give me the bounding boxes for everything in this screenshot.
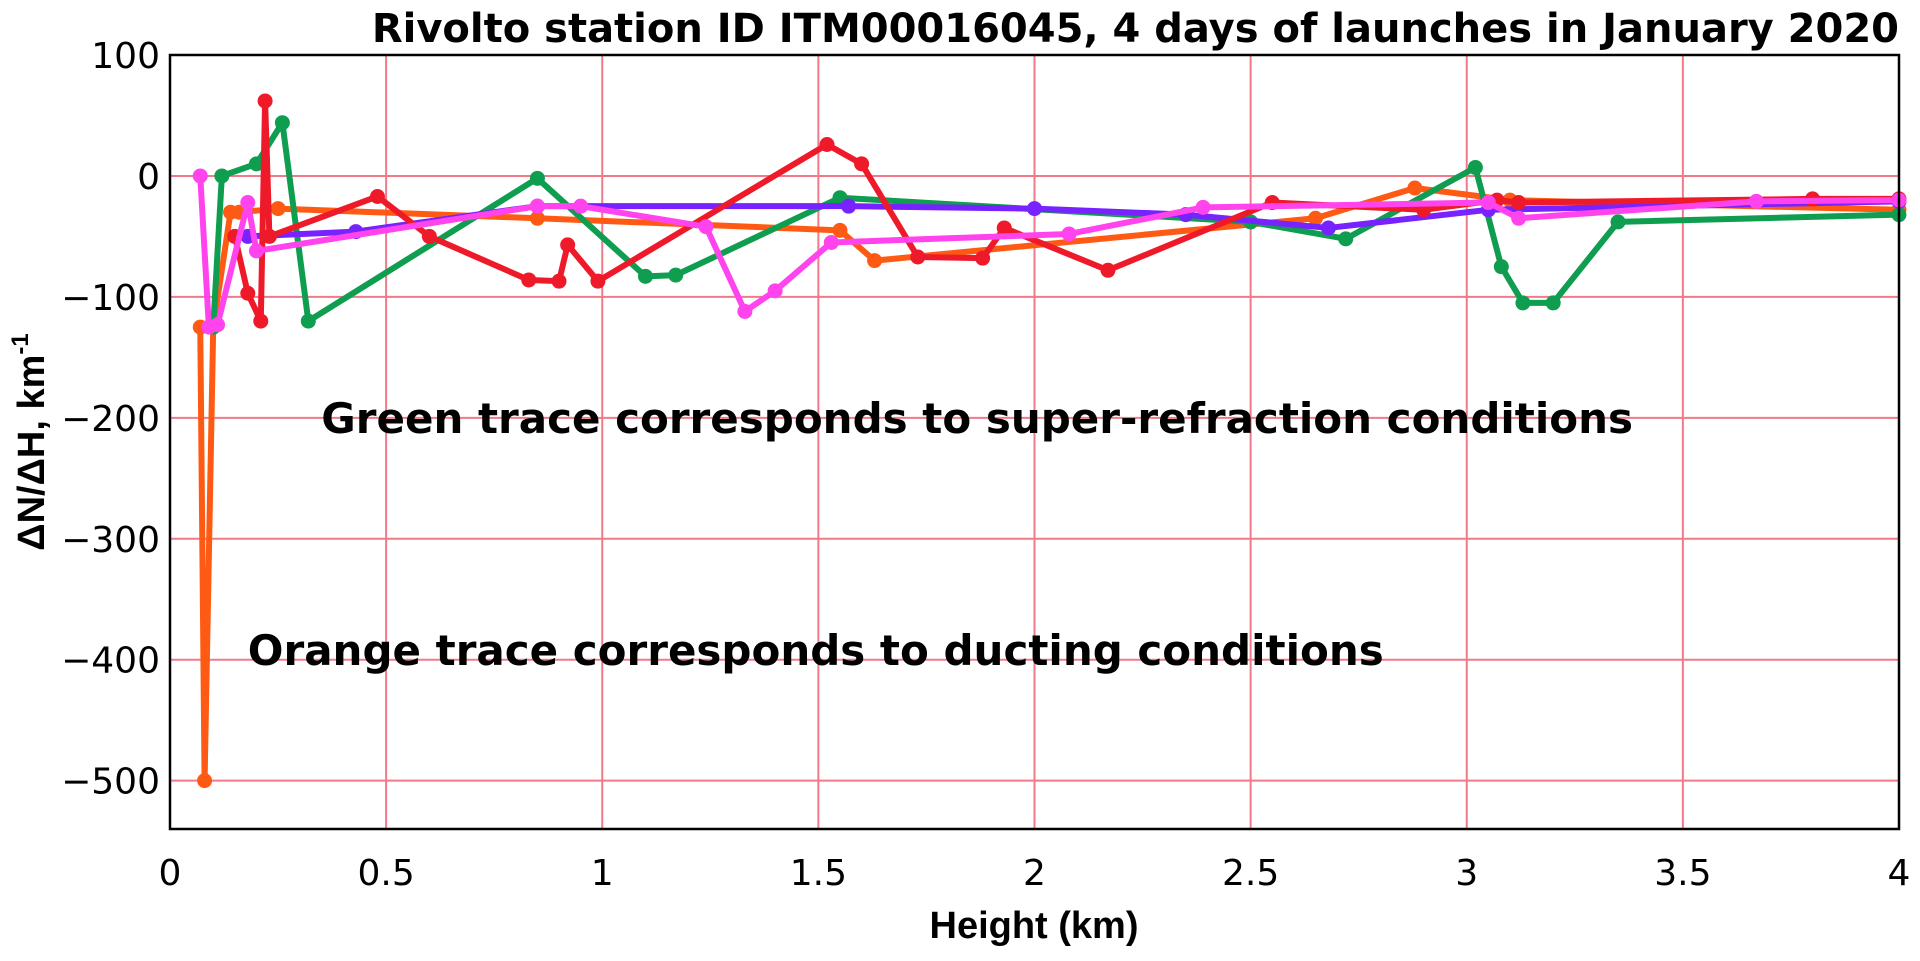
- data-point: [369, 188, 385, 204]
- y-tick-label: −500: [61, 762, 160, 803]
- data-point: [1610, 214, 1626, 230]
- data-point: [1515, 295, 1531, 311]
- data-point: [261, 228, 277, 244]
- data-point: [521, 272, 537, 288]
- data-point: [551, 273, 567, 289]
- data-point: [1467, 159, 1483, 175]
- data-point: [1407, 180, 1423, 196]
- y-tick-label: −300: [61, 520, 160, 561]
- data-point: [975, 250, 991, 266]
- x-tick-label: 1: [591, 853, 614, 894]
- data-point: [1338, 231, 1354, 247]
- data-point: [529, 170, 545, 186]
- y-axis-label: ΔN/ΔH, km-1: [7, 333, 53, 550]
- data-point: [197, 773, 213, 789]
- annotations: Green trace corresponds to super-refract…: [248, 394, 1633, 675]
- data-point: [240, 285, 256, 301]
- data-point: [529, 198, 545, 214]
- x-tick-label: 1.5: [790, 853, 847, 894]
- x-tick-label: 2.5: [1222, 853, 1279, 894]
- x-axis-label: Height (km): [930, 905, 1139, 947]
- y-tick-label: −400: [61, 641, 160, 682]
- series-1: [192, 180, 1907, 789]
- tick-labels: 0 0.5 1 1.5 2 2.5 3 3.5 4 100 0 −100 −200 −300 −400 −50…: [61, 36, 1910, 894]
- annotation-text: Orange trace corresponds to ducting cond…: [248, 626, 1384, 675]
- data-point: [1027, 201, 1042, 217]
- data-point: [819, 136, 835, 152]
- data-point: [210, 317, 226, 333]
- y-tick-label: −100: [61, 278, 160, 319]
- annotation-text: Green trace corresponds to super-refract…: [321, 394, 1633, 443]
- x-tick-label: 3.5: [1654, 853, 1711, 894]
- data-point: [823, 234, 839, 250]
- x-tick-label: 4: [1888, 853, 1911, 894]
- data-point: [529, 210, 545, 226]
- data-point: [1511, 210, 1527, 226]
- data-point: [1100, 262, 1116, 278]
- data-point: [590, 273, 606, 289]
- series-5: [192, 168, 1907, 335]
- data-point: [767, 283, 783, 299]
- data-point: [910, 249, 926, 265]
- data-point: [1748, 193, 1764, 209]
- x-tick-label: 0: [159, 853, 182, 894]
- data-point: [1195, 199, 1211, 215]
- data-point: [560, 237, 576, 253]
- data-point: [1480, 195, 1496, 211]
- data-point: [421, 228, 437, 244]
- y-tick-label: −200: [61, 399, 160, 440]
- data-point: [841, 198, 857, 214]
- x-tick-label: 2: [1023, 853, 1046, 894]
- data-point: [1061, 226, 1077, 242]
- data-point: [854, 156, 870, 172]
- data-point: [257, 93, 273, 109]
- data-point: [1307, 210, 1323, 226]
- chart-title: Rivolto station ID ITM00016045, 4 days o…: [372, 6, 1899, 52]
- data-point: [192, 168, 208, 184]
- data-point: [1511, 195, 1527, 211]
- data-point: [637, 268, 653, 284]
- data-point: [668, 267, 684, 283]
- data-point: [214, 168, 230, 184]
- y-axis-label-main: ΔN/ΔH, km: [11, 355, 53, 551]
- data-point: [274, 115, 290, 131]
- data-point: [248, 156, 264, 172]
- data-point: [248, 243, 264, 259]
- x-tick-label: 3: [1455, 853, 1478, 894]
- data-point: [270, 201, 286, 217]
- y-axis-label-group: ΔN/ΔH, km-1: [7, 333, 53, 550]
- data-point: [1320, 220, 1336, 236]
- data-point: [253, 313, 269, 329]
- data-point: [996, 220, 1012, 236]
- y-tick-label: 0: [137, 157, 160, 198]
- plot-frame: [168, 53, 1901, 831]
- x-tick-label: 0.5: [357, 853, 414, 894]
- data-point: [300, 313, 316, 329]
- data-point: [832, 222, 848, 238]
- data-point: [867, 253, 883, 269]
- series-line: [197, 185, 1900, 784]
- data-point: [1545, 295, 1561, 311]
- data-point: [573, 198, 589, 214]
- y-axis-label-superscript: -1: [7, 333, 34, 354]
- series-layer: [192, 93, 1907, 789]
- y-tick-label: 100: [91, 36, 160, 77]
- data-point: [240, 195, 256, 211]
- data-point: [737, 303, 753, 319]
- data-point: [1493, 259, 1509, 275]
- data-point: [698, 219, 714, 235]
- series-2: [205, 115, 1907, 335]
- grid: [170, 55, 1899, 829]
